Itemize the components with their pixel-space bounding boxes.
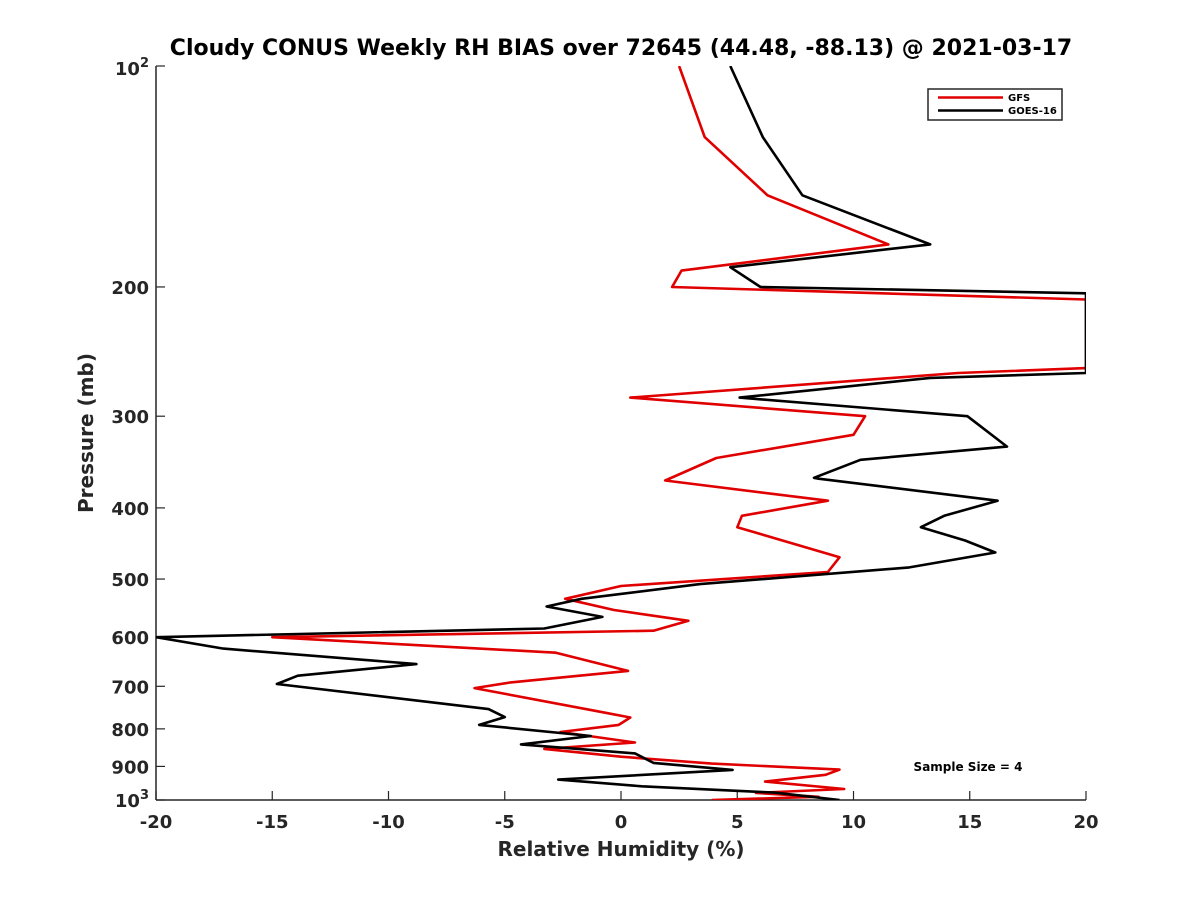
y-tick-exponent: 2 <box>140 56 149 71</box>
y-tick-label: 102 <box>115 56 149 80</box>
y-tick-label: 700 <box>111 677 149 698</box>
x-tick-label: 10 <box>841 812 866 833</box>
x-tick-label: -15 <box>256 812 289 833</box>
x-axis-label: Relative Humidity (%) <box>497 837 744 861</box>
y-tick-label: 300 <box>111 407 149 428</box>
x-tick-label: 15 <box>957 812 982 833</box>
y-axis-label: Pressure (mb) <box>74 353 98 513</box>
x-tick-label: 20 <box>1073 812 1098 833</box>
y-tick-base: 10 <box>115 791 140 812</box>
y-tick-label: 600 <box>111 628 149 649</box>
y-tick-label: 400 <box>111 499 149 520</box>
legend-label-gfs: GFS <box>1008 93 1030 104</box>
axes <box>155 66 1086 801</box>
sample-size-annotation: Sample Size = 4 <box>914 760 1023 774</box>
y-tick-label: 900 <box>111 757 149 778</box>
chart-title: Cloudy CONUS Weekly RH BIAS over 72645 (… <box>170 36 1072 61</box>
x-tick-label: 0 <box>615 812 628 833</box>
x-tick-label: 5 <box>731 812 744 833</box>
y-tick-label: 103 <box>115 788 149 812</box>
legend-box <box>927 88 1063 121</box>
x-tick-label: -5 <box>495 812 515 833</box>
y-tick-label: 800 <box>111 720 149 741</box>
x-tick-label: -20 <box>140 812 173 833</box>
series-layer <box>156 66 1086 800</box>
legend-label-goes16: GOES-16 <box>1008 106 1057 117</box>
y-tick-base: 10 <box>115 59 140 80</box>
x-ticks: -20 -15 -10 -5 0 5 10 15 20 <box>140 791 1099 833</box>
series-line-goes16 <box>156 66 1086 800</box>
y-tick-label: 200 <box>111 278 149 299</box>
y-tick-label: 500 <box>111 570 149 591</box>
legend: GFS GOES-16 <box>927 88 1063 121</box>
series-line-gfs <box>270 66 1086 800</box>
x-tick-label: -10 <box>372 812 405 833</box>
y-tick-exponent: 3 <box>140 788 149 803</box>
